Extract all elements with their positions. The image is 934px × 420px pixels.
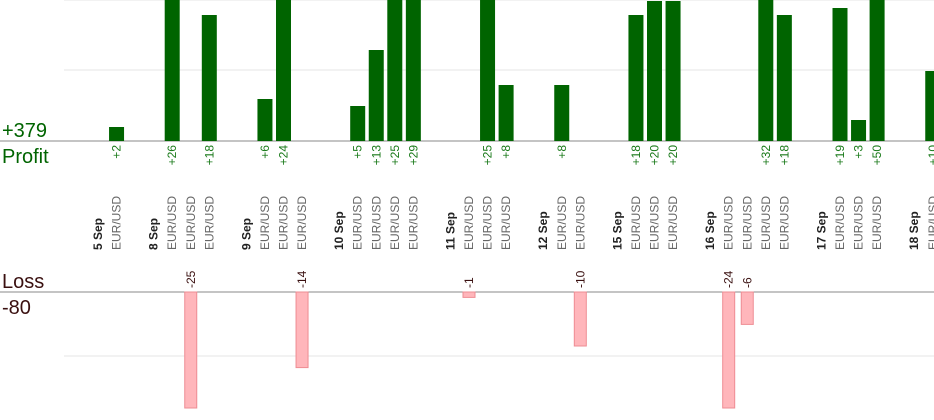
profit-value-label: +8 — [499, 145, 513, 159]
profit-bar — [405, 0, 421, 141]
pair-label: EUR/USD — [406, 196, 420, 250]
pair-label: EUR/USD — [184, 196, 198, 250]
profit-bar — [201, 15, 217, 141]
profit-bar — [350, 106, 366, 141]
profit-value-label: +10 — [926, 145, 934, 166]
pair-label: EUR/USD — [555, 196, 569, 250]
profit-value-label: +50 — [870, 145, 884, 166]
pair-label: EUR/USD — [833, 196, 847, 250]
profit-value-label: +6 — [258, 145, 272, 159]
pair-label: EUR/USD — [499, 196, 513, 250]
profit-value-label: +5 — [351, 145, 365, 159]
loss-bar — [462, 291, 476, 298]
profit-value-label: +2 — [110, 145, 124, 159]
date-label: 5 Sep — [91, 218, 105, 250]
pair-label: EUR/USD — [481, 196, 495, 250]
profit-bar — [869, 0, 885, 141]
profit-bar — [628, 15, 644, 141]
profit-value-label: +18 — [629, 145, 643, 166]
pair-label: EUR/USD — [777, 196, 791, 250]
pair-label: EUR/USD — [648, 196, 662, 250]
pair-label: EUR/USD — [351, 196, 365, 250]
pair-label: EUR/USD — [629, 196, 643, 250]
profit-value-label: +3 — [852, 145, 866, 159]
profit-value-label: +24 — [277, 145, 291, 166]
loss-label: Loss — [2, 271, 44, 293]
loss-bar — [184, 291, 198, 409]
profit-bar — [498, 85, 514, 141]
pair-label: EUR/USD — [926, 196, 934, 250]
pair-label: EUR/USD — [202, 196, 216, 250]
pair-label: EUR/USD — [388, 196, 402, 250]
date-label: 18 Sep — [907, 211, 921, 250]
profit-bar — [257, 99, 273, 141]
loss-value-label: -6 — [740, 277, 754, 288]
pair-label: EUR/USD — [573, 196, 587, 250]
pair-label: EUR/USD — [852, 196, 866, 250]
profit-bar — [851, 120, 867, 141]
profit-value-label: +18 — [202, 145, 216, 166]
profit-label: Profit — [2, 146, 49, 168]
loss-total: -80 — [2, 297, 31, 319]
loss-value-label: -1 — [462, 277, 476, 288]
date-label: 16 Sep — [703, 211, 717, 250]
profit-bar — [554, 85, 570, 141]
profit-total: +379 — [2, 120, 47, 142]
loss-value-label: -25 — [184, 270, 198, 288]
loss-bar — [740, 291, 754, 325]
date-label: 10 Sep — [332, 211, 346, 250]
pair-label: EUR/USD — [258, 196, 272, 250]
date-label: 17 Sep — [814, 211, 828, 250]
profit-bar — [368, 50, 384, 141]
profit-value-label: +18 — [777, 145, 791, 166]
pair-label: EUR/USD — [277, 196, 291, 250]
trade-marks: 5 Sep EUR/USD +2 8 Sep EUR/USD +26 EUR/USD -25 E… — [91, 0, 934, 409]
date-label: 12 Sep — [536, 211, 550, 250]
profit-value-label: +32 — [759, 145, 773, 166]
loss-value-label: -14 — [295, 270, 309, 288]
profit-bar — [387, 0, 403, 141]
profit-bar — [758, 0, 774, 141]
pair-label: EUR/USD — [722, 196, 736, 250]
profit-bar — [832, 8, 848, 141]
profit-bar — [164, 0, 180, 141]
profit-value-label: +25 — [481, 145, 495, 166]
pair-label: EUR/USD — [110, 196, 124, 250]
pair-label: EUR/USD — [165, 196, 179, 250]
loss-value-label: -24 — [722, 270, 736, 288]
profit-value-label: +19 — [833, 145, 847, 166]
date-label: 8 Sep — [147, 218, 161, 250]
pair-label: EUR/USD — [740, 196, 754, 250]
profit-value-label: +8 — [555, 145, 569, 159]
date-label: 9 Sep — [239, 218, 253, 250]
pair-label: EUR/USD — [759, 196, 773, 250]
loss-bar — [573, 291, 587, 347]
profit-bar — [109, 127, 125, 141]
profit-bar — [776, 15, 792, 141]
profit-value-label: +26 — [165, 145, 179, 166]
profit-bar — [647, 1, 662, 141]
pair-label: EUR/USD — [870, 196, 884, 250]
profit-value-label: +29 — [406, 145, 420, 166]
pair-label: EUR/USD — [295, 196, 309, 250]
profit-bar — [276, 0, 291, 141]
profit-value-label: +20 — [648, 145, 662, 166]
profit-bar — [480, 0, 496, 141]
profit-value-label: +20 — [666, 145, 680, 166]
profit-bar — [665, 1, 681, 141]
pair-label: EUR/USD — [666, 196, 680, 250]
profit-value-label: +25 — [388, 145, 402, 166]
pair-label: EUR/USD — [369, 196, 383, 250]
loss-value-label: -10 — [573, 270, 587, 288]
profit-value-label: +13 — [369, 145, 383, 166]
pair-label: EUR/USD — [462, 196, 476, 250]
date-label: 11 Sep — [443, 212, 457, 250]
loss-bar — [722, 291, 736, 409]
loss-bar — [295, 291, 309, 369]
date-label: 15 Sep — [610, 211, 624, 250]
profit-bar — [925, 71, 934, 141]
